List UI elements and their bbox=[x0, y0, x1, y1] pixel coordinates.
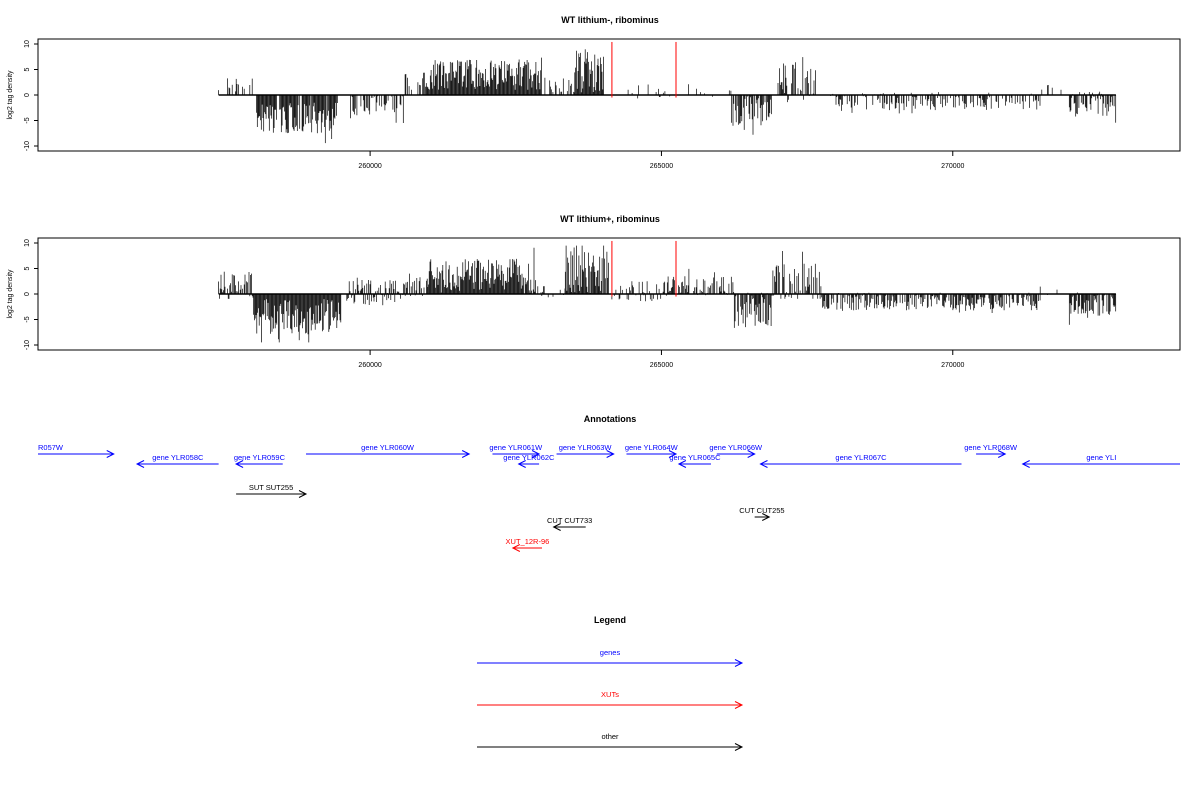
annotation-feature: gene YLR068W bbox=[964, 443, 1018, 458]
x-axis: 260000 265000 270000 bbox=[358, 151, 965, 170]
feature-label: gene YLR063W bbox=[559, 443, 613, 452]
feature-label: XUT_12R-96 bbox=[506, 537, 550, 546]
arrow-head bbox=[531, 450, 541, 458]
legend-label: XUTs bbox=[601, 690, 619, 699]
annotation-feature: gene YLR062C bbox=[503, 453, 555, 468]
legend-label: genes bbox=[600, 648, 621, 657]
arrow-head bbox=[997, 450, 1007, 458]
arrow-head bbox=[552, 523, 561, 531]
y-tick-label: 0 bbox=[24, 93, 31, 97]
arrow-head bbox=[517, 460, 526, 468]
y-axis-label: log2 tag density bbox=[7, 269, 14, 319]
annotation-feature: gene YLR059C bbox=[234, 453, 286, 468]
annotation-feature: SUT SUT255 bbox=[236, 483, 308, 498]
coverage-bars bbox=[218, 41, 1117, 144]
x-tick-label: 265000 bbox=[650, 163, 673, 170]
y-tick-label: 0 bbox=[24, 292, 31, 296]
annotations-title: Annotations bbox=[584, 414, 637, 424]
annotation-feature: gene YLI bbox=[1021, 453, 1180, 468]
x-axis: 260000 265000 270000 bbox=[358, 350, 965, 369]
y-tick-label: -5 bbox=[24, 316, 31, 322]
feature-label: gene YLR066W bbox=[709, 443, 763, 452]
feature-label: gene YLR059C bbox=[234, 453, 286, 462]
x-tick-label: 260000 bbox=[358, 362, 381, 369]
feature-label: SUT SUT255 bbox=[249, 483, 293, 492]
arrow-head bbox=[234, 460, 244, 468]
legend-items: genes XUTs other bbox=[477, 648, 744, 751]
legend-entry: other bbox=[477, 732, 744, 751]
annotation-feature: gene YLR064W bbox=[625, 443, 679, 458]
y-tick-label: 5 bbox=[24, 266, 31, 270]
annotation-feature: gene YLR063W bbox=[556, 443, 615, 458]
arrow-head bbox=[106, 450, 115, 458]
annotation-feature: gene YLR061W bbox=[489, 443, 543, 458]
track-panel-lithium-plus: WT lithium+, ribominus log2 tag density … bbox=[7, 214, 1181, 369]
arrow-head bbox=[759, 460, 768, 468]
arrow-head bbox=[511, 544, 521, 552]
x-tick-label: 270000 bbox=[941, 163, 964, 170]
x-tick-label: 260000 bbox=[358, 163, 381, 170]
y-axis-label: log2 tag density bbox=[7, 70, 14, 120]
feature-label: gene YLR062C bbox=[503, 453, 555, 462]
annotation-feature: XUT_12R-96 bbox=[506, 537, 550, 552]
annotation-feature: gene YLR066W bbox=[709, 443, 763, 458]
arrow-head bbox=[747, 450, 756, 458]
feature-label: gene YLI bbox=[1086, 453, 1116, 462]
track-panel-lithium-minus: WT lithium-, ribominus log2 tag density … bbox=[7, 15, 1181, 170]
y-tick-label: 5 bbox=[24, 67, 31, 71]
feature-label: gene YLR058C bbox=[152, 453, 204, 462]
annotation-feature: CUT CUT255 bbox=[739, 506, 785, 521]
annotation-feature: R057W bbox=[38, 443, 115, 458]
x-tick-label: 270000 bbox=[941, 362, 964, 369]
feature-label: gene YLR060W bbox=[361, 443, 415, 452]
legend-entry: XUTs bbox=[477, 690, 744, 709]
track-title: WT lithium-, ribominus bbox=[561, 15, 659, 25]
annotation-feature: CUT CUT733 bbox=[547, 516, 592, 531]
arrow-head bbox=[1021, 460, 1030, 468]
feature-label: gene YLR064W bbox=[625, 443, 679, 452]
y-tick-label: -10 bbox=[24, 340, 31, 350]
feature-label: gene YLR065C bbox=[669, 453, 721, 462]
y-tick-label: -5 bbox=[24, 117, 31, 123]
y-tick-label: -10 bbox=[24, 141, 31, 151]
arrow-head bbox=[668, 450, 678, 458]
y-axis: -10 -5 0 5 10 bbox=[24, 40, 38, 151]
feature-label: R057W bbox=[38, 443, 64, 452]
annotation-feature: gene YLR067C bbox=[759, 453, 962, 468]
arrow-head bbox=[677, 460, 687, 468]
legend-label: other bbox=[601, 732, 619, 741]
legend-panel: Legend genes XUTs other bbox=[477, 615, 744, 751]
legend-entry: genes bbox=[477, 648, 744, 667]
arrow-head bbox=[762, 513, 771, 521]
annotations-panel: Annotations R057W gene YLR058C gene YLR059… bbox=[38, 414, 1180, 552]
track-title: WT lithium+, ribominus bbox=[560, 214, 660, 224]
arrow-head bbox=[461, 450, 471, 458]
coverage-bars bbox=[218, 240, 1117, 343]
arrow-head bbox=[298, 490, 308, 498]
annotation-feature: gene YLR065C bbox=[669, 453, 721, 468]
feature-label: gene YLR067C bbox=[835, 453, 887, 462]
y-tick-label: 10 bbox=[24, 40, 31, 48]
y-axis: -10 -5 0 5 10 bbox=[24, 239, 38, 350]
feature-label: gene YLR068W bbox=[964, 443, 1018, 452]
feature-label: CUT CUT733 bbox=[547, 516, 592, 525]
annotation-feature: gene YLR060W bbox=[306, 443, 471, 458]
legend-arrow-head bbox=[734, 743, 744, 751]
legend-arrow-head bbox=[734, 659, 744, 667]
legend-arrow-head bbox=[734, 701, 744, 709]
feature-label: gene YLR061W bbox=[489, 443, 543, 452]
annotation-feature: gene YLR058C bbox=[135, 453, 219, 468]
legend-title: Legend bbox=[594, 615, 626, 625]
y-tick-label: 10 bbox=[24, 239, 31, 247]
feature-label: CUT CUT255 bbox=[739, 506, 784, 515]
x-tick-label: 265000 bbox=[650, 362, 673, 369]
arrow-head bbox=[135, 460, 145, 468]
arrow-head bbox=[606, 450, 615, 458]
annotation-items: R057W gene YLR058C gene YLR059C gene YLR060… bbox=[38, 443, 1180, 552]
